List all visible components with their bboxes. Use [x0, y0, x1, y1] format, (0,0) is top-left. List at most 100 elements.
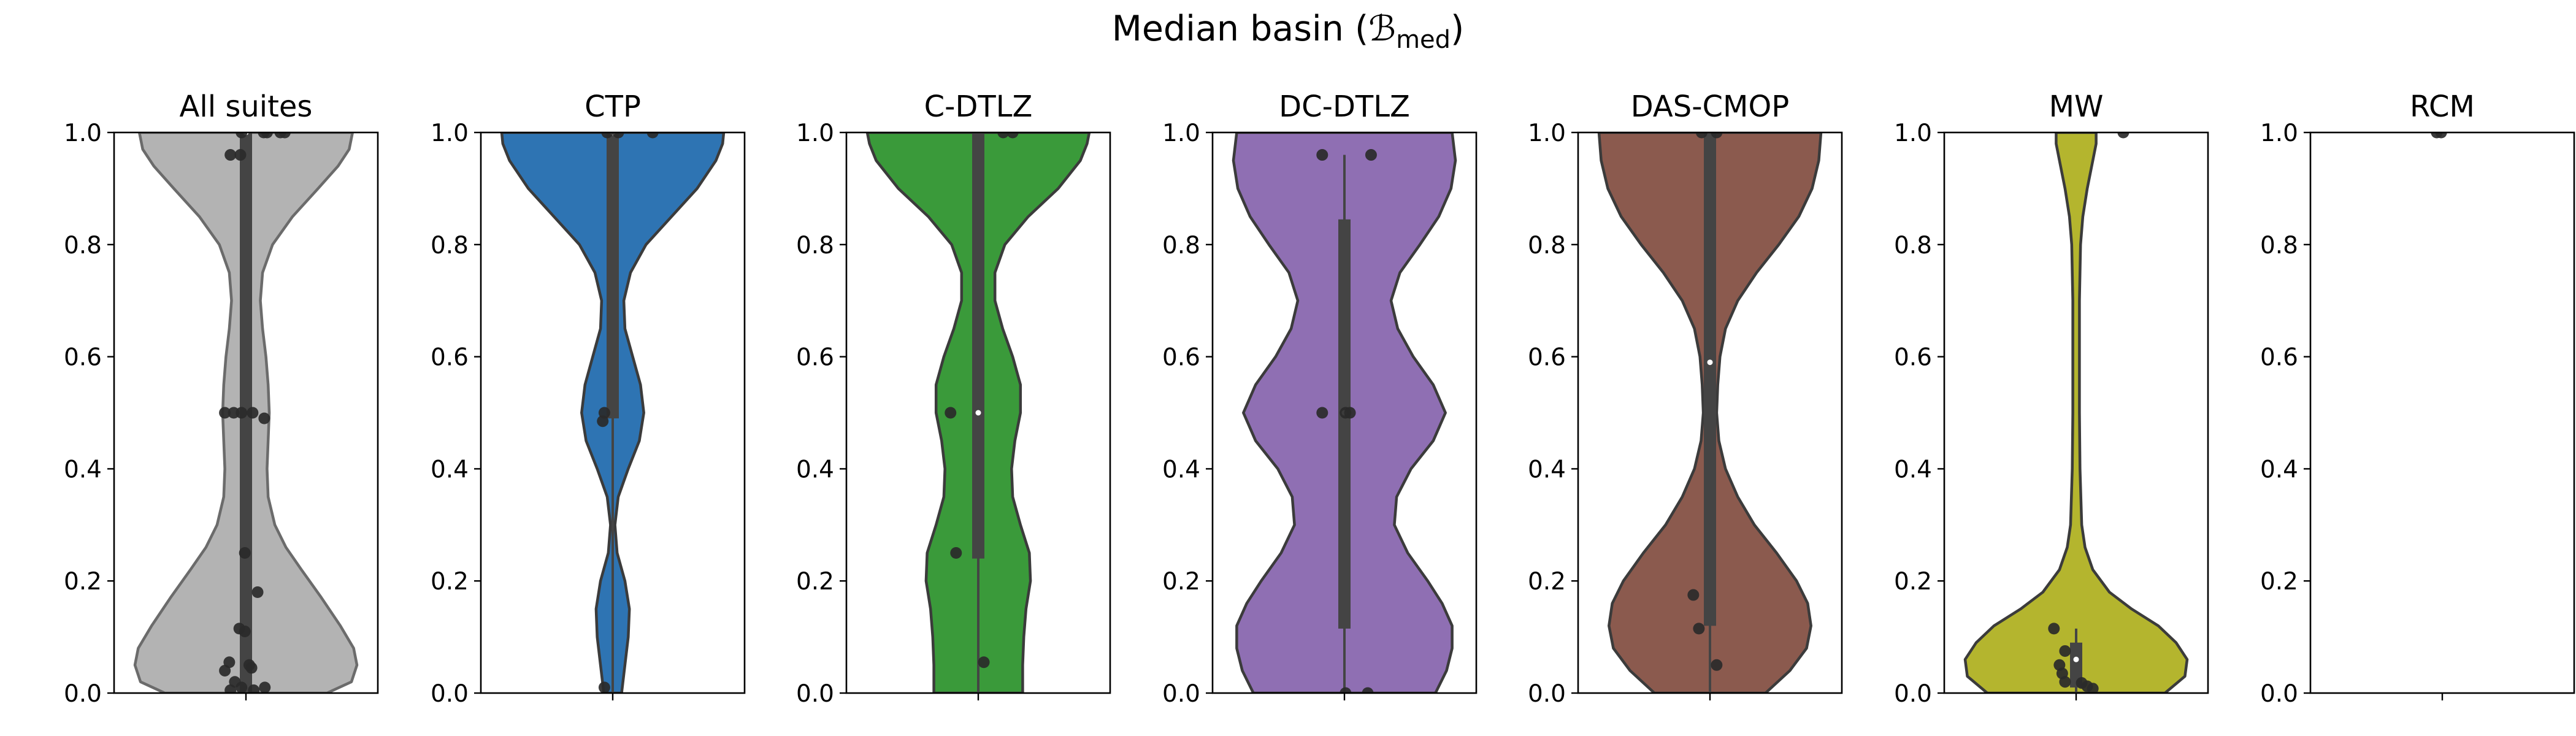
data-point [1711, 659, 1723, 671]
data-point [1711, 132, 1723, 139]
data-point [1340, 687, 1352, 693]
panel-title: CTP [585, 90, 641, 124]
panel-title: DAS-CMOP [1631, 90, 1789, 124]
violin-median [2073, 656, 2079, 662]
violin-panel: 0.0 0.2 0.4 0.6 0.8 1.0 DAS-CMOP [1528, 90, 1843, 708]
data-point [1362, 687, 1374, 693]
panel-title: C-DTLZ [924, 90, 1033, 124]
panel-body [1232, 132, 1457, 693]
data-point [224, 684, 237, 693]
violin-panel: 0.0 0.2 0.4 0.6 0.8 1.0 MW [1894, 90, 2209, 708]
data-point [646, 132, 659, 139]
violin-body [1963, 132, 2189, 693]
panel-body [865, 132, 1091, 693]
panel-body [1963, 132, 2189, 693]
y-tick-label: 0.2 [431, 568, 469, 596]
data-point [224, 149, 237, 161]
y-tick-label: 0.6 [1528, 344, 1566, 372]
y-tick-label: 0.6 [2260, 344, 2298, 372]
y-tick-label: 0.0 [1162, 680, 1200, 708]
data-point [1006, 132, 1019, 139]
y-tick-label: 0.8 [1894, 232, 1932, 259]
data-point [236, 681, 248, 693]
y-tick-label: 0.6 [1162, 344, 1200, 372]
data-point [234, 149, 247, 161]
violin-median [1707, 359, 1713, 366]
y-tick-label: 1.0 [2260, 120, 2298, 147]
y-tick-label: 0.2 [796, 568, 834, 596]
violin-box [1704, 132, 1716, 626]
y-tick-label: 0.4 [2260, 456, 2298, 483]
y-tick-label: 0.0 [1528, 680, 1566, 708]
y-tick-label: 0.8 [2260, 232, 2298, 259]
y-tick-label: 1.0 [64, 120, 102, 147]
y-tick-label: 0.8 [64, 232, 102, 259]
violin-box [1338, 219, 1351, 629]
data-point [612, 132, 624, 139]
data-point [2048, 623, 2060, 635]
panel-body [133, 132, 359, 693]
figure-title-close: ) [1451, 9, 1464, 49]
y-tick-label: 0.4 [64, 456, 102, 483]
y-tick-label: 0.2 [1528, 568, 1566, 596]
panel-body [2431, 132, 2447, 139]
y-tick-label: 1.0 [1894, 120, 1932, 147]
figure-title: Median basin (ℬmed) [1112, 9, 1465, 54]
y-tick-label: 0.2 [1894, 568, 1932, 596]
y-tick-label: 0.8 [1528, 232, 1566, 259]
y-tick-label: 1.0 [796, 120, 834, 147]
panel-body [500, 132, 726, 693]
y-tick-label: 0.0 [1894, 680, 1932, 708]
data-point [1316, 149, 1328, 161]
data-point [1316, 407, 1328, 419]
y-tick-label: 0.4 [1528, 456, 1566, 483]
y-tick-label: 0.4 [796, 456, 834, 483]
violin-box [972, 132, 984, 559]
data-point [945, 407, 957, 419]
data-point [1687, 589, 1700, 601]
data-point [248, 684, 260, 693]
y-tick-label: 0.0 [2260, 680, 2298, 708]
data-point [247, 407, 259, 419]
data-point [1344, 407, 1356, 419]
y-tick-label: 0.6 [431, 344, 469, 372]
data-point [261, 132, 273, 139]
y-tick-label: 1.0 [1528, 120, 1566, 147]
panel-title: All suites [180, 90, 313, 124]
y-tick-label: 0.0 [64, 680, 102, 708]
y-tick-label: 0.8 [1162, 232, 1200, 259]
y-tick-label: 0.8 [431, 232, 469, 259]
data-point [278, 132, 291, 139]
panel-title: MW [2049, 90, 2104, 124]
violin-median [975, 410, 981, 416]
y-tick-label: 0.6 [1894, 344, 1932, 372]
y-tick-label: 0.0 [431, 680, 469, 708]
data-point [2435, 132, 2447, 139]
data-point [978, 656, 990, 669]
figure-title-subscript: med [1396, 26, 1451, 54]
data-point [236, 407, 248, 419]
violin-panels: 0.0 0.2 0.4 0.6 0.8 1.0 All suites 0.0 0.2 0.4 0.6… [64, 90, 2575, 708]
data-point [950, 547, 962, 559]
data-point [245, 662, 258, 674]
data-point [2059, 645, 2071, 657]
data-point [597, 415, 609, 427]
data-point [1693, 623, 1705, 635]
y-tick-label: 0.6 [796, 344, 834, 372]
data-point [1365, 149, 1377, 161]
figure-title-main: Median basin ( [1112, 9, 1369, 49]
y-tick-label: 1.0 [1162, 120, 1200, 147]
data-point [2117, 132, 2129, 139]
data-point [601, 132, 613, 139]
y-tick-label: 0.2 [2260, 568, 2298, 596]
y-tick-label: 1.0 [431, 120, 469, 147]
violin-panel: 0.0 0.2 0.4 0.6 0.8 1.0 RCM [2260, 90, 2575, 708]
panel-body [1597, 132, 1823, 693]
data-point [239, 547, 251, 559]
violin-box [607, 132, 619, 419]
data-point [236, 132, 248, 139]
data-point [259, 681, 271, 693]
violin-panel: 0.0 0.2 0.4 0.6 0.8 1.0 DC-DTLZ [1162, 90, 1478, 708]
violin-box [2070, 642, 2082, 688]
